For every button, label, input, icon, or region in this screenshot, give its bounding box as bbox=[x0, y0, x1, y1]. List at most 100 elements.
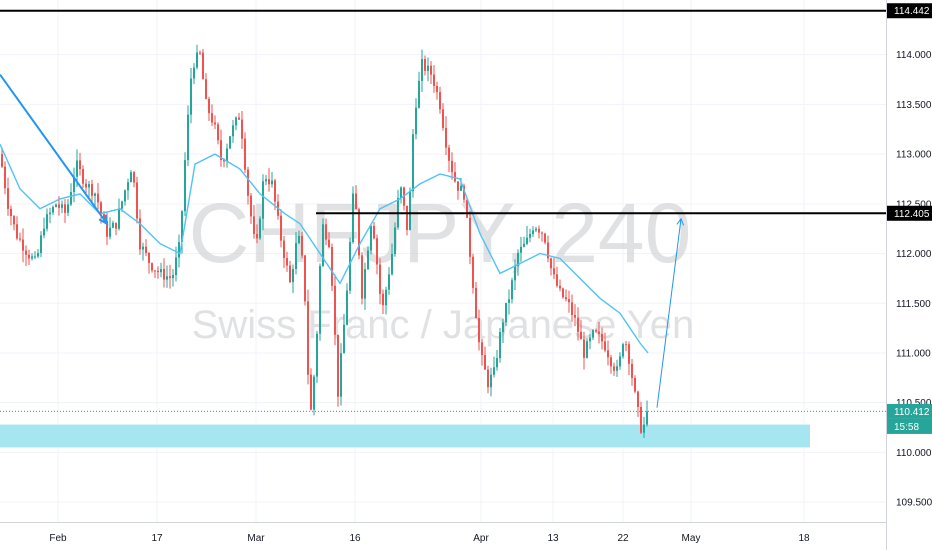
candle-body bbox=[601, 333, 603, 342]
candle-body bbox=[271, 180, 273, 185]
y-tick-label: 113.500 bbox=[896, 100, 932, 111]
candle-body bbox=[223, 160, 225, 162]
support-zone-layer bbox=[0, 424, 810, 448]
candle-body bbox=[292, 269, 294, 283]
candle-body bbox=[40, 235, 42, 253]
candle-body bbox=[421, 59, 423, 81]
candle-body bbox=[406, 205, 408, 231]
candle-body bbox=[442, 109, 444, 128]
candle-body bbox=[589, 337, 591, 342]
candle-body bbox=[352, 193, 354, 243]
y-tick-label: 113.000 bbox=[896, 150, 932, 161]
candle-body bbox=[568, 299, 570, 303]
candle-body bbox=[307, 301, 309, 375]
candle-body bbox=[127, 182, 129, 191]
candle-body bbox=[451, 160, 453, 173]
candle-body bbox=[268, 179, 270, 185]
candle-body bbox=[376, 238, 378, 265]
candle-body bbox=[148, 252, 150, 264]
candle-body bbox=[547, 242, 549, 259]
candle-body bbox=[97, 193, 99, 203]
time-axis-panel bbox=[0, 522, 886, 550]
candle-body bbox=[151, 263, 153, 271]
y-tick-label: 110.500 bbox=[896, 398, 932, 409]
candle-body bbox=[643, 424, 645, 433]
trend-arrow-line bbox=[0, 73, 108, 225]
candle-body bbox=[418, 80, 420, 108]
candle-body bbox=[187, 114, 189, 161]
moving-average-layer bbox=[0, 143, 649, 354]
candle-body bbox=[190, 78, 192, 115]
candle-body bbox=[19, 238, 21, 240]
candle-body bbox=[523, 243, 525, 247]
price-axis-panel bbox=[886, 0, 932, 550]
candle-body bbox=[409, 191, 411, 231]
candle-body bbox=[469, 217, 471, 257]
candle-body bbox=[235, 117, 237, 126]
candle-body bbox=[100, 202, 102, 215]
candle-body bbox=[370, 225, 372, 251]
trend-arrow-head bbox=[98, 214, 109, 226]
resistance-mid-badge-bg bbox=[887, 205, 932, 221]
candle-body bbox=[637, 391, 639, 407]
candle-body bbox=[112, 222, 114, 228]
candle-body bbox=[541, 232, 543, 234]
candles bbox=[1, 44, 648, 438]
candle-body bbox=[64, 204, 66, 213]
candle-body bbox=[202, 52, 204, 80]
candle-body bbox=[478, 318, 480, 343]
candle-body bbox=[388, 274, 390, 290]
candle-body bbox=[529, 234, 531, 238]
candle-body bbox=[457, 181, 459, 191]
y-tick-label: 112.500 bbox=[896, 199, 932, 210]
candle-body bbox=[124, 190, 126, 202]
candle-body bbox=[196, 52, 198, 68]
candle-body bbox=[208, 98, 210, 114]
candle-body bbox=[91, 184, 93, 196]
candle-body bbox=[109, 227, 111, 237]
x-tick-label: 13 bbox=[547, 533, 559, 544]
candle-body bbox=[553, 268, 555, 275]
candle-body bbox=[610, 357, 612, 367]
candle-body bbox=[394, 227, 396, 255]
candle-body bbox=[382, 293, 384, 306]
candle-body bbox=[628, 344, 630, 364]
candle-body bbox=[241, 119, 243, 139]
candle-body bbox=[157, 270, 159, 273]
candle-body bbox=[538, 228, 540, 233]
candle-body bbox=[193, 67, 195, 79]
candle-body bbox=[103, 214, 105, 221]
candle-body bbox=[427, 65, 429, 71]
candle-body bbox=[37, 252, 39, 257]
candle-body bbox=[163, 268, 165, 280]
candle-body bbox=[289, 265, 291, 283]
candle-body bbox=[562, 288, 564, 298]
candle-body bbox=[565, 297, 567, 300]
candle-body bbox=[445, 127, 447, 148]
candle-body bbox=[598, 331, 600, 334]
candle-body bbox=[493, 367, 495, 375]
candle-body bbox=[328, 239, 330, 248]
candle-body bbox=[331, 247, 333, 286]
candle-body bbox=[145, 246, 147, 253]
candle-body bbox=[316, 333, 318, 377]
candle-body bbox=[619, 356, 621, 367]
candle-body bbox=[280, 215, 282, 241]
candle-body bbox=[298, 235, 300, 244]
candle-body bbox=[139, 218, 141, 250]
candle-body bbox=[520, 246, 522, 253]
candle-body bbox=[622, 344, 624, 357]
candle-body bbox=[361, 255, 363, 299]
description-watermark: Swiss Franc / Japanese Yen bbox=[192, 303, 695, 347]
candle-body bbox=[526, 237, 528, 244]
candle-body bbox=[211, 113, 213, 123]
candle-body bbox=[604, 341, 606, 351]
candle-body bbox=[121, 201, 123, 209]
candle-body bbox=[304, 255, 306, 302]
candle-body bbox=[640, 406, 642, 433]
moving-average-line bbox=[0, 143, 649, 354]
x-tick-label: Feb bbox=[49, 533, 67, 544]
candle-body bbox=[364, 269, 366, 299]
